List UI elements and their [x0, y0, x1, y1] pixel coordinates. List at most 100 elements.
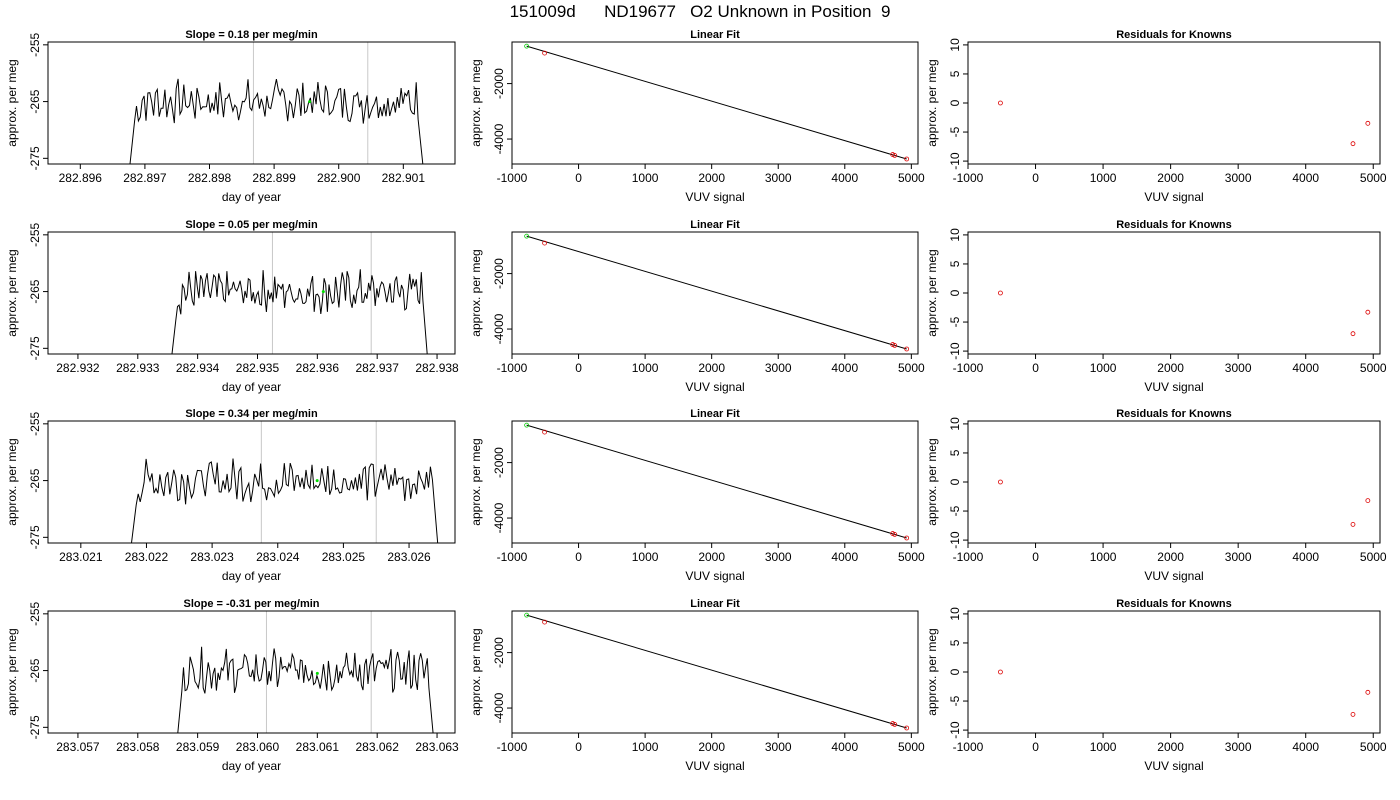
- x-axis-label: day of year: [222, 380, 281, 394]
- x-tick-label: 4000: [831, 550, 858, 564]
- y-tick-label: -4000: [492, 502, 506, 533]
- x-tick-label: 5000: [1360, 361, 1387, 375]
- data-point: [542, 240, 548, 246]
- x-tick-label: 283.060: [236, 740, 280, 754]
- page-title: 151009d ND19677 O2 Unknown in Position 9: [509, 2, 891, 21]
- panel-title: Linear Fit: [690, 219, 740, 231]
- x-tick-label: 282.932: [56, 361, 100, 375]
- y-tick-label: -5: [948, 505, 962, 516]
- panel-title: Residuals for Knowns: [1116, 408, 1232, 420]
- y-tick-label: -255: [28, 33, 42, 57]
- x-axis-label: day of year: [222, 190, 281, 204]
- fit-line: [526, 45, 907, 160]
- data-point: [1365, 309, 1371, 315]
- x-tick-label: 282.898: [188, 171, 232, 185]
- x-tick-label: 283.059: [176, 740, 220, 754]
- x-tick-label: 4000: [1292, 171, 1319, 185]
- plot-area: [524, 422, 910, 541]
- data-point: [1365, 120, 1371, 126]
- x-tick-label: 3000: [765, 740, 792, 754]
- plot-area: [171, 232, 428, 354]
- y-tick-label: -275: [28, 146, 42, 170]
- y-tick-label: -5: [948, 695, 962, 706]
- y-axis-label: approx. per meg: [469, 249, 483, 336]
- x-tick-label: 5000: [898, 550, 925, 564]
- x-tick-label: 282.900: [317, 171, 361, 185]
- data-point: [315, 479, 319, 483]
- y-tick-label: 5: [948, 639, 962, 646]
- y-axis-label: approx. per meg: [925, 59, 939, 146]
- y-tick-label: -255: [28, 223, 42, 247]
- plot-frame: [511, 231, 919, 355]
- chart-panel: Linear Fit -1000 0 1000 2000 3000 4000 5000 -200…: [469, 598, 925, 773]
- data-point: [998, 100, 1003, 106]
- x-axis-label: day of year: [222, 759, 281, 773]
- chart-panel: Linear Fit -1000 0 1000 2000 3000 4000 5000 -200…: [469, 408, 925, 583]
- x-tick-label: 283.024: [256, 550, 300, 564]
- y-tick-label: 0: [948, 668, 962, 675]
- x-tick-label: -1000: [497, 171, 528, 185]
- x-tick-label: 3000: [765, 171, 792, 185]
- plot-area: [524, 612, 910, 731]
- fit-line: [526, 235, 907, 350]
- x-tick-label: 1000: [632, 171, 659, 185]
- data-point: [904, 346, 910, 352]
- x-tick-label: 0: [1032, 740, 1039, 754]
- data-point: [308, 100, 312, 104]
- plot-area: [998, 100, 1371, 147]
- chart-panel: Residuals for Knowns -1000 0 1000 2000 3000 40…: [925, 408, 1387, 583]
- x-tick-label: 0: [1032, 361, 1039, 375]
- y-tick-label: -4000: [492, 313, 506, 344]
- x-tick-label: -1000: [953, 550, 984, 564]
- data-point: [542, 619, 548, 625]
- plot-frame: [47, 420, 456, 544]
- x-axis-label: VUV signal: [1144, 759, 1203, 773]
- y-tick-label: -275: [28, 336, 42, 360]
- x-tick-label: 0: [575, 740, 582, 754]
- plot-area: [130, 421, 439, 543]
- x-tick-label: 3000: [1225, 550, 1252, 564]
- plot-frame: [511, 610, 919, 734]
- panel-title: Linear Fit: [690, 598, 740, 610]
- x-tick-label: 283.021: [59, 550, 103, 564]
- series-line: [177, 646, 434, 733]
- x-tick-label: 0: [1032, 171, 1039, 185]
- x-tick-label: 283.063: [415, 740, 459, 754]
- x-tick-label: 282.938: [415, 361, 459, 375]
- x-axis-label: VUV signal: [685, 759, 744, 773]
- data-point: [524, 612, 530, 618]
- x-tick-label: 282.896: [59, 171, 103, 185]
- y-axis-label: approx. per meg: [925, 249, 939, 336]
- x-tick-label: 282.897: [123, 171, 167, 185]
- y-tick-label: -5: [948, 126, 962, 137]
- y-tick-label: -265: [28, 468, 42, 492]
- y-tick-label: -2000: [492, 68, 506, 99]
- data-point: [1352, 227, 1356, 231]
- data-point: [524, 43, 530, 49]
- data-point: [1350, 712, 1356, 717]
- x-tick-label: 283.062: [355, 740, 399, 754]
- y-tick-label: 5: [948, 260, 962, 267]
- x-tick-label: 1000: [1090, 740, 1117, 754]
- chart-panel: Slope = -0.31 per meg/min 283.057 283.058 2…: [5, 598, 459, 773]
- x-tick-label: 4000: [831, 740, 858, 754]
- panel-title: Slope = 0.18 per meg/min: [185, 29, 318, 41]
- x-tick-label: 282.933: [116, 361, 160, 375]
- y-axis-label: approx. per meg: [469, 59, 483, 146]
- y-tick-label: -2000: [492, 637, 506, 668]
- x-axis-label: VUV signal: [1144, 190, 1203, 204]
- data-point: [892, 343, 898, 348]
- data-point: [524, 422, 530, 428]
- panel-title: Slope = 0.34 per meg/min: [185, 408, 318, 420]
- x-tick-label: 4000: [831, 171, 858, 185]
- x-tick-label: 2000: [698, 361, 725, 375]
- y-tick-label: -10: [948, 342, 962, 360]
- y-tick-label: 5: [948, 449, 962, 456]
- x-tick-label: -1000: [953, 171, 984, 185]
- series-line: [130, 458, 439, 543]
- y-tick-label: 0: [948, 478, 962, 485]
- x-tick-label: 283.023: [190, 550, 234, 564]
- x-axis-label: VUV signal: [685, 380, 744, 394]
- x-tick-label: 283.022: [125, 550, 169, 564]
